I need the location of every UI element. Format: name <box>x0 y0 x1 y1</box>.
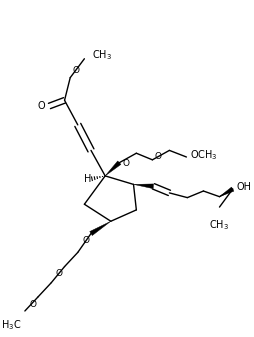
Polygon shape <box>105 161 121 176</box>
Text: CH$_3$: CH$_3$ <box>210 218 230 232</box>
Text: CH$_3$: CH$_3$ <box>92 48 112 62</box>
Text: OCH$_3$: OCH$_3$ <box>190 148 218 162</box>
Polygon shape <box>219 187 234 197</box>
Text: O: O <box>37 101 45 111</box>
Text: O: O <box>56 269 63 278</box>
Text: O: O <box>82 236 89 245</box>
Text: O: O <box>29 300 36 309</box>
Text: O: O <box>154 152 161 161</box>
Text: OH: OH <box>236 182 251 192</box>
Text: H$_3$C: H$_3$C <box>1 318 21 332</box>
Polygon shape <box>134 184 154 189</box>
Text: O: O <box>72 66 79 75</box>
Text: H: H <box>84 174 91 184</box>
Polygon shape <box>90 221 111 236</box>
Text: O: O <box>122 159 129 168</box>
